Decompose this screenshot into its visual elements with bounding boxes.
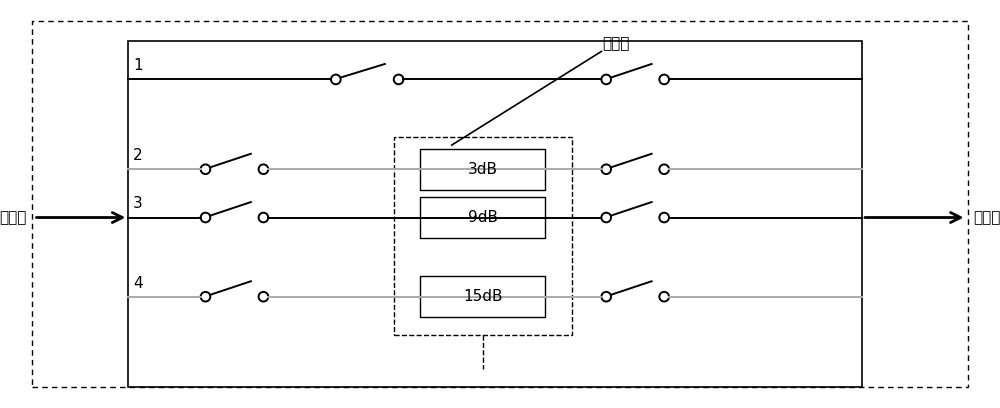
Bar bbox=[394, 137, 572, 335]
Text: 3dB: 3dB bbox=[468, 162, 498, 177]
Bar bbox=[128, 41, 862, 386]
Bar bbox=[420, 149, 545, 189]
Text: 输出端: 输出端 bbox=[973, 210, 1000, 225]
Bar bbox=[420, 277, 545, 317]
Text: 2: 2 bbox=[133, 148, 143, 163]
Text: 1: 1 bbox=[133, 58, 143, 73]
Text: 3: 3 bbox=[133, 197, 143, 211]
Text: 衰减器: 衰减器 bbox=[602, 36, 630, 51]
Bar bbox=[420, 197, 545, 238]
Text: 输入端: 输入端 bbox=[0, 210, 27, 225]
Text: 15dB: 15dB bbox=[463, 289, 502, 304]
Text: 4: 4 bbox=[133, 276, 143, 290]
Text: 9dB: 9dB bbox=[468, 210, 498, 225]
